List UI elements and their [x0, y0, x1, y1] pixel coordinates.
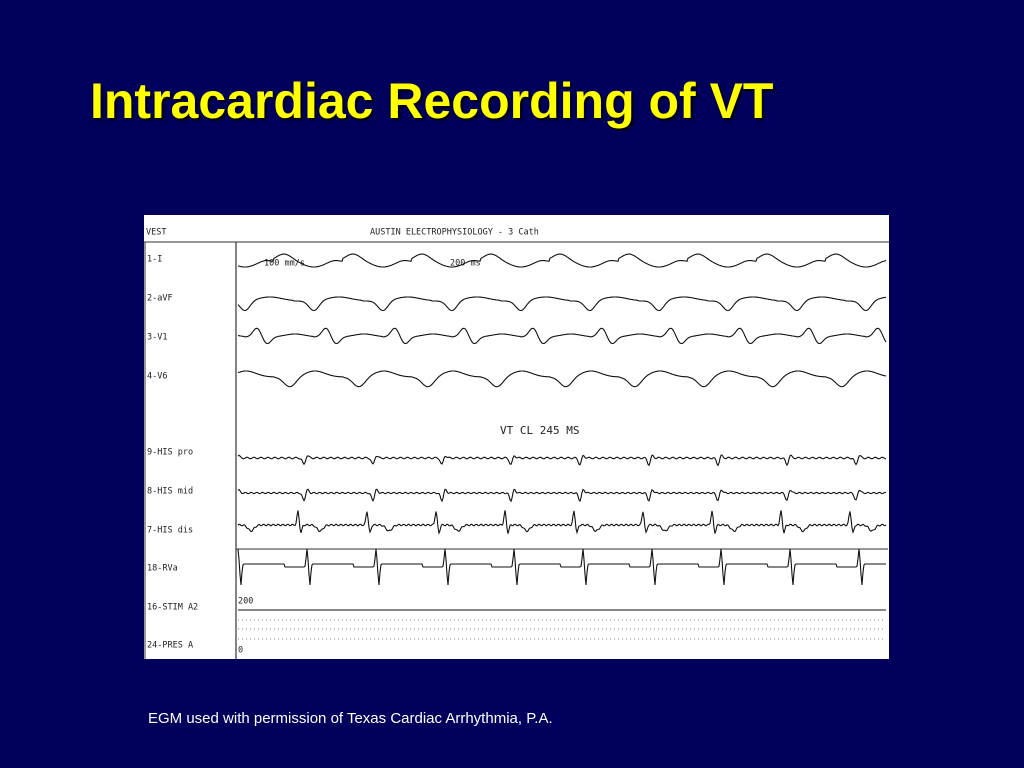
channel-label: 8-HIS mid	[147, 487, 193, 497]
recording-header: AUSTIN ELECTROPHYSIOLOGY - 3 Cath	[370, 228, 539, 238]
waveform	[237, 370, 887, 388]
waveform	[237, 327, 887, 345]
slide-title: Intracardiac Recording of VT	[90, 73, 774, 129]
pressure-top: 200	[238, 597, 253, 607]
paper-speed: 100 mm/s	[264, 259, 305, 269]
waveform	[237, 488, 887, 503]
channel-label: 24-PRES A	[147, 641, 193, 651]
waveform	[237, 454, 887, 467]
waveform	[237, 253, 887, 268]
channel-label: 2-aVF	[147, 294, 173, 304]
vt-annotation: VT CL 245 MS	[500, 424, 579, 437]
channel-label: 4-V6	[147, 372, 167, 382]
recording-background	[144, 215, 889, 659]
channel-label: 3-V1	[147, 333, 167, 343]
waveform	[237, 548, 886, 586]
caption: EGM used with permission of Texas Cardia…	[148, 710, 553, 727]
egm-recording: VEST AUSTIN ELECTROPHYSIOLOGY - 3 Cath 1…	[144, 215, 889, 659]
channel-label: 9-HIS pro	[147, 448, 193, 458]
channel-label: 18-RVa	[147, 564, 178, 574]
channel-label: 7-HIS dis	[147, 526, 193, 536]
waveform	[237, 510, 887, 535]
channel-label: 16-STIM A2	[147, 603, 198, 613]
channel-label: 1-I	[147, 255, 162, 265]
patient-name: VEST	[146, 228, 166, 238]
waveform	[237, 296, 887, 312]
pressure-bottom: 0	[238, 646, 243, 656]
